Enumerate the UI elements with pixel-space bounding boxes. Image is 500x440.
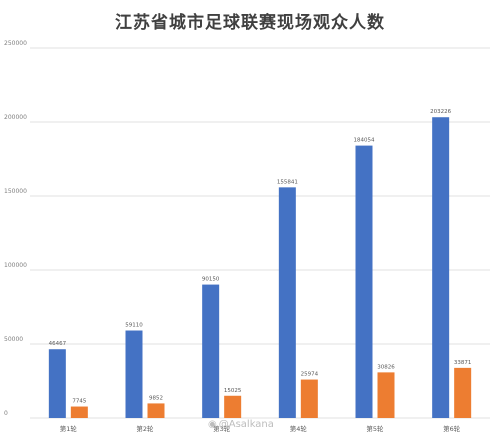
watermark: ◉ @Asalkana — [208, 419, 274, 430]
data-label: 25974 — [301, 372, 319, 378]
bar — [278, 187, 296, 418]
chart-title: 江苏省城市足球联赛现场观众人数 — [115, 13, 385, 33]
bar — [147, 403, 165, 418]
data-label: 90150 — [202, 277, 220, 283]
bar — [355, 145, 373, 418]
data-label: 7745 — [72, 399, 86, 405]
bar — [300, 379, 318, 418]
bar — [432, 117, 450, 418]
x-tick-label: 第1轮 — [60, 424, 78, 433]
x-tick-label: 第4轮 — [290, 424, 308, 433]
y-tick-label: 100000 — [4, 262, 27, 269]
watermark-text: @Asalkana — [218, 419, 274, 430]
bar — [70, 406, 88, 418]
x-tick-label: 第6轮 — [443, 424, 461, 433]
x-tick-label: 第2轮 — [136, 424, 154, 433]
data-label: 15025 — [224, 388, 242, 394]
y-tick-label: 200000 — [4, 114, 27, 121]
data-label: 59110 — [125, 323, 143, 329]
y-tick-label: 250000 — [4, 40, 27, 47]
data-label: 203226 — [430, 109, 451, 115]
bar — [125, 330, 143, 418]
data-label: 46467 — [49, 341, 67, 347]
bar — [48, 349, 66, 418]
data-label: 184054 — [354, 138, 375, 144]
bar — [454, 367, 472, 418]
bar — [224, 395, 242, 418]
weibo-icon: ◉ — [208, 419, 217, 430]
data-label: 155841 — [277, 179, 298, 185]
x-tick-label: 第5轮 — [366, 424, 384, 433]
y-tick-label: 150000 — [4, 188, 27, 195]
data-label: 9852 — [149, 395, 163, 401]
y-tick-label: 50000 — [4, 336, 23, 343]
bar — [202, 284, 220, 418]
y-tick-label: 0 — [4, 410, 8, 417]
x-tick-label: 第3轮 — [213, 424, 231, 433]
bar — [377, 372, 395, 418]
data-label: 33871 — [454, 360, 472, 366]
data-label: 30826 — [377, 364, 395, 370]
